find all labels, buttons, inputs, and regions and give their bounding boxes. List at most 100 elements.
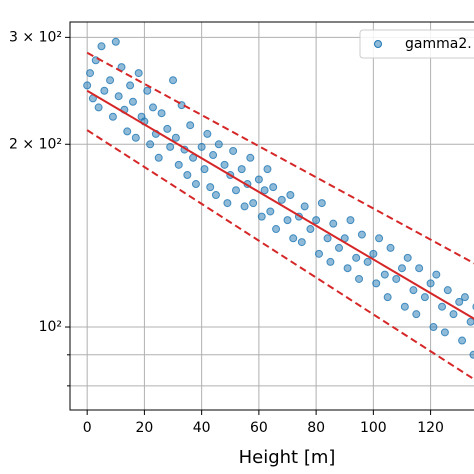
point (286, 190, 295, 199)
point (148, 103, 157, 112)
point (169, 76, 178, 85)
point (100, 86, 109, 95)
point (128, 97, 137, 106)
point (317, 199, 326, 208)
point (203, 129, 212, 138)
point (426, 279, 435, 288)
legend-box (359, 29, 474, 59)
point (186, 121, 195, 130)
point (335, 243, 344, 252)
point (83, 81, 92, 90)
point (380, 270, 389, 279)
x-tick-label: 100 (360, 420, 387, 436)
plot-frame (69, 21, 474, 411)
point (460, 293, 469, 302)
point (455, 297, 464, 306)
point (323, 234, 332, 243)
point (363, 257, 372, 266)
point (240, 202, 249, 211)
point (191, 180, 200, 189)
point (231, 186, 240, 195)
point (412, 310, 421, 319)
point (260, 186, 269, 195)
point (246, 153, 255, 162)
point (94, 103, 103, 112)
point (346, 216, 355, 225)
point (114, 92, 123, 101)
point (223, 199, 232, 208)
point (306, 225, 315, 234)
point (163, 124, 172, 133)
point (214, 140, 223, 149)
point (397, 264, 406, 273)
point (383, 293, 392, 302)
point (400, 302, 409, 311)
legend-label: gamma2. (405, 36, 472, 52)
y-tick-label: 10² (39, 319, 62, 335)
point (174, 160, 183, 169)
point (209, 151, 218, 160)
point (343, 264, 352, 273)
point (386, 243, 395, 252)
point (458, 336, 467, 345)
point (266, 207, 275, 216)
point (352, 253, 361, 262)
point (206, 183, 215, 192)
point (97, 42, 106, 51)
point (197, 142, 206, 151)
point (257, 212, 266, 221)
point (131, 133, 140, 142)
point (297, 238, 306, 247)
point (283, 216, 292, 225)
x-axis-label: Height [m] (239, 447, 336, 468)
bound-line (86, 129, 474, 381)
point (111, 37, 120, 46)
point (440, 328, 449, 337)
point (438, 302, 447, 311)
point (254, 175, 263, 184)
point (183, 170, 192, 179)
point (249, 199, 258, 208)
point (429, 323, 438, 332)
point (312, 216, 321, 225)
point (415, 264, 424, 273)
point (369, 249, 378, 258)
point (372, 279, 381, 288)
point (329, 219, 338, 228)
x-tick-label: 60 (250, 420, 268, 436)
point (277, 195, 286, 204)
y-tick-label: 3 × 10² (9, 29, 62, 45)
point (166, 142, 175, 151)
point (154, 153, 163, 162)
point (357, 230, 366, 239)
point (272, 225, 281, 234)
point (229, 146, 238, 155)
point (409, 286, 418, 295)
point (126, 81, 135, 90)
point (469, 350, 474, 359)
point (466, 317, 474, 326)
point (449, 310, 458, 319)
x-tick-label: 20 (135, 420, 153, 436)
point (108, 112, 117, 121)
point (143, 86, 152, 95)
x-tick-label: 0 (83, 420, 92, 436)
point (123, 127, 132, 136)
point (355, 274, 364, 283)
point (300, 202, 309, 211)
point (263, 165, 272, 174)
x-tick-label: 120 (417, 420, 444, 436)
point (220, 160, 229, 169)
point (211, 190, 220, 199)
x-tick-label: 40 (193, 420, 211, 436)
point (200, 165, 209, 174)
point (171, 133, 180, 142)
point (86, 69, 95, 78)
point (146, 140, 155, 149)
legend-marker (374, 40, 382, 48)
point (443, 286, 452, 295)
x-tick-label: 80 (307, 420, 325, 436)
point (237, 165, 246, 174)
point (420, 293, 429, 302)
